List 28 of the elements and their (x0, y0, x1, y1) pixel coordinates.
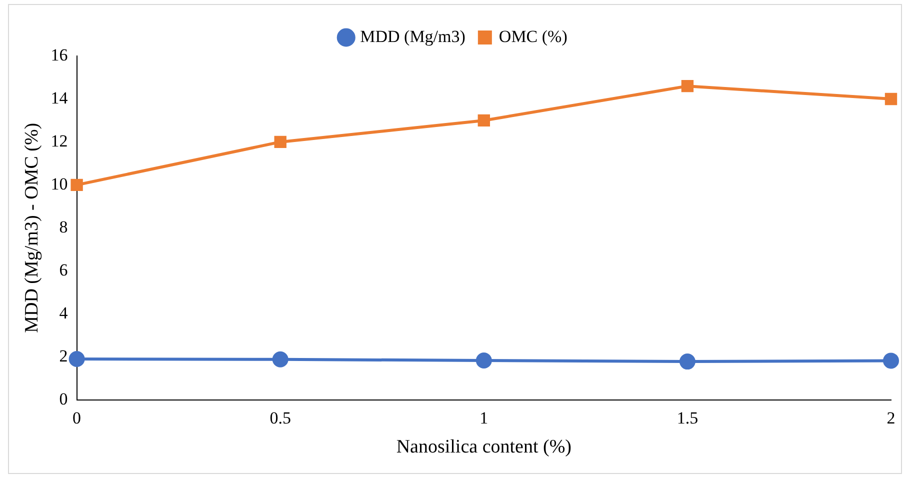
x-tick-label: 0 (72, 408, 82, 428)
point (679, 354, 696, 370)
point (274, 136, 286, 148)
x-axis-title: Nanosilica content (%) (396, 436, 572, 458)
point (272, 351, 288, 368)
point (681, 80, 694, 92)
y-tick-label: 10 (50, 174, 68, 194)
y-axis-title: MDD (Mg/m3) - OMC (%) (21, 122, 42, 333)
y-tick-label: 0 (59, 389, 68, 408)
y-tick-label: 12 (50, 131, 68, 150)
legend-label: MDD (Mg/m3) (360, 26, 466, 46)
point (884, 92, 898, 106)
y-tick-label: 16 (50, 45, 68, 64)
y-tick-label: 2 (59, 346, 68, 366)
point (478, 114, 490, 127)
y-tick-label: 14 (50, 88, 68, 108)
x-tick-label: 0.5 (270, 408, 291, 428)
legend-label: OMC (%) (498, 26, 568, 46)
point (68, 350, 85, 367)
x-tick-label: 2 (886, 408, 896, 428)
point (476, 352, 492, 368)
x-tick-label: 1.5 (676, 408, 698, 428)
y-tick-label: 8 (59, 217, 68, 236)
x-tick-label: 1 (480, 408, 488, 428)
y-tick-label: 6 (59, 260, 68, 280)
y-tick-label: 4 (59, 303, 68, 322)
point (70, 178, 83, 192)
point (883, 352, 899, 369)
